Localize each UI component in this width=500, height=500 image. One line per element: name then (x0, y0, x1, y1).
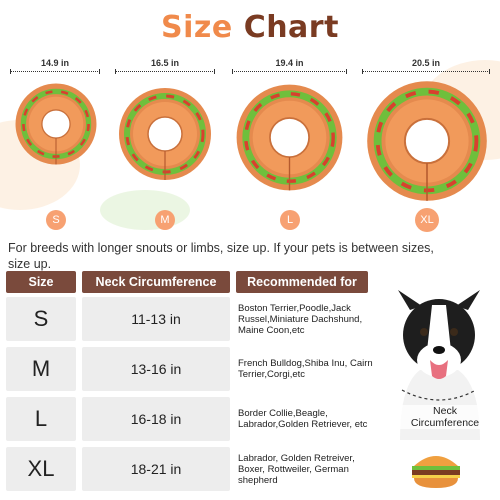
dimension-line (115, 69, 215, 74)
dimension-label: 20.5 in (411, 58, 440, 68)
table-row-recommended: French Bulldog,Shiba Inu, Cairn Terrier,… (236, 347, 376, 391)
dimension-line (10, 69, 100, 74)
dimension-s: 14.9 in (10, 58, 100, 76)
table-row-neck: 18-21 in (82, 447, 230, 491)
dimension-line (232, 69, 347, 74)
page-title: Size Chart (0, 10, 500, 45)
table-row-neck: 11-13 in (82, 297, 230, 341)
background-burger-decoration (100, 190, 190, 230)
dimension-label: 14.9 in (40, 58, 69, 68)
size-badge-m: M (155, 210, 175, 230)
table-row-size: XL (6, 447, 76, 491)
header-size: Size (6, 271, 76, 293)
collar-xl-image (362, 76, 492, 206)
header-recommended-for: Recommended for (236, 271, 368, 293)
table-row-recommended: Boston Terrier,Poodle,Jack Russel,Miniat… (236, 297, 376, 341)
neck-circumference-label: Neck Circumference (400, 405, 490, 429)
table-row-neck: 16-18 in (82, 397, 230, 441)
dimension-l: 19.4 in (232, 58, 347, 76)
title-word-size: Size (161, 10, 233, 45)
table-row-recommended: Border Collie,Beagle, Labrador,Golden Re… (236, 397, 376, 441)
table-row-size: M (6, 347, 76, 391)
size-badge-xl: XL (415, 208, 439, 232)
size-badge-s: S (46, 210, 66, 230)
size-badge-l: L (280, 210, 300, 230)
collar-m-image (115, 84, 215, 184)
dimension-xl: 20.5 in (362, 58, 490, 76)
table-row-neck: 13-16 in (82, 347, 230, 391)
recommended-text: Labrador, Golden Retreiver, Boxer, Rottw… (238, 452, 355, 486)
recommended-text: Boston Terrier,Poodle,Jack Russel,Miniat… (238, 302, 363, 336)
title-word-chart: Chart (243, 10, 339, 45)
dimension-label: 19.4 in (275, 58, 304, 68)
table-row-size: S (6, 297, 76, 341)
dimension-label: 16.5 in (150, 58, 179, 68)
burger-icon (406, 446, 466, 494)
sizing-note: For breeds with longer snouts or limbs, … (8, 241, 434, 271)
table-row-recommended: Labrador, Golden Retreiver, Boxer, Rottw… (236, 447, 376, 491)
recommended-text: Border Collie,Beagle, Labrador,Golden Re… (238, 408, 368, 430)
table-row-size: L (6, 397, 76, 441)
dimension-line (362, 69, 490, 74)
recommended-text: French Bulldog,Shiba Inu, Cairn Terrier,… (238, 358, 373, 380)
collar-l-image (232, 80, 347, 195)
collar-s-image (12, 80, 100, 168)
dimension-m: 16.5 in (115, 58, 215, 76)
header-neck-circumference: Neck Circumference (82, 271, 230, 293)
